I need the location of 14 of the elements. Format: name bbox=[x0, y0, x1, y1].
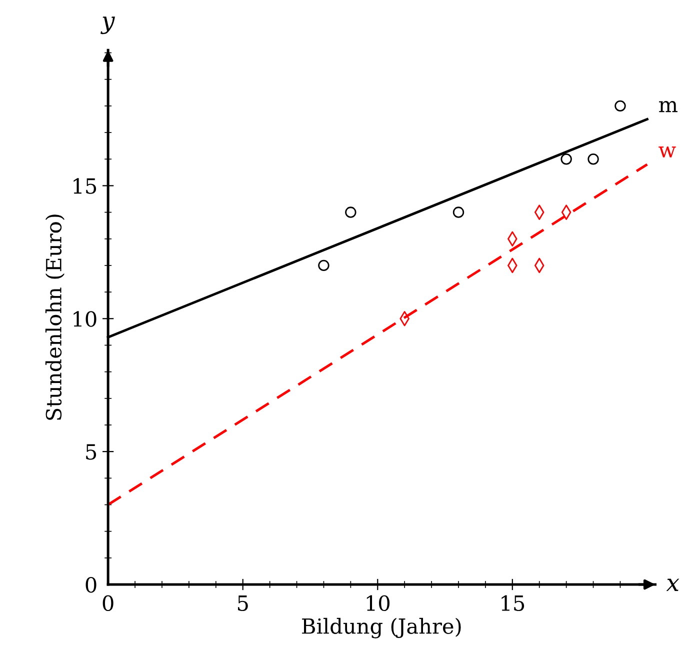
series-label: m bbox=[659, 101, 678, 112]
x-tick-label: 15 bbox=[502, 595, 524, 612]
x-tick-label: 10 bbox=[366, 595, 390, 612]
x-tick-label: 0 bbox=[102, 595, 114, 612]
y-axis-title: Stundenlohn (Euro) bbox=[45, 214, 64, 420]
y-tick-label: 5 bbox=[86, 444, 96, 460]
x-tick-label: 5 bbox=[238, 596, 248, 612]
x-axis-title: Bildung (Jahre) bbox=[302, 618, 461, 638]
text: y bbox=[100, 16, 115, 34]
y-tick-label: 10 bbox=[74, 311, 96, 327]
y-tick-label: 0 bbox=[86, 576, 96, 593]
y-tick-label: 15 bbox=[74, 178, 96, 194]
text: x bbox=[666, 578, 680, 592]
series-label: w bbox=[658, 146, 676, 158]
